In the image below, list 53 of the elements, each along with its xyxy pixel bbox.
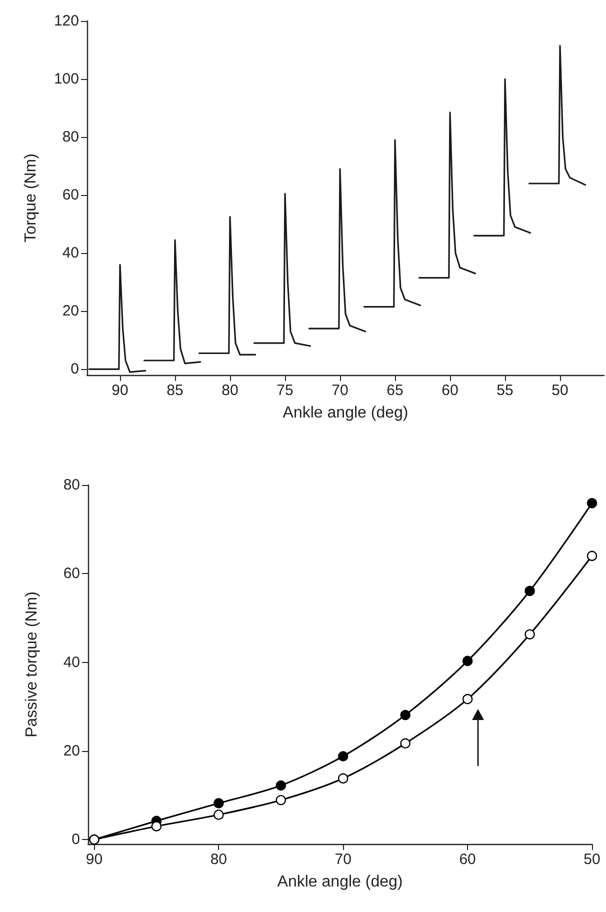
point [338, 751, 348, 762]
point [524, 586, 535, 596]
x-tick-label: 75 [276, 382, 294, 399]
x-tick-label: 60 [459, 851, 476, 868]
point [214, 810, 224, 820]
x-axis-title: Ankle angle (deg) [282, 404, 408, 422]
x-tick-label: 50 [584, 851, 600, 868]
x-tick-label: 70 [332, 382, 348, 399]
line-series [308, 168, 366, 332]
point [338, 773, 348, 784]
point [400, 738, 410, 748]
point [276, 795, 286, 806]
y-tick-label: 80 [62, 128, 79, 146]
x-tick-label: 70 [334, 851, 352, 868]
point [586, 498, 598, 508]
point [586, 550, 598, 562]
line-series [198, 216, 256, 356]
point [462, 694, 473, 704]
point [214, 798, 224, 808]
y-tick-label: 80 [63, 476, 80, 494]
y-axis-title: Passive torque (Nm) [24, 592, 40, 738]
y-tick-label: 0 [72, 831, 80, 848]
x-tick-label: 50 [552, 382, 568, 399]
point [462, 656, 473, 666]
x-tick-label: 90 [86, 851, 103, 868]
y-tick-label: 40 [63, 654, 80, 671]
y-tick-label: 40 [62, 244, 79, 262]
x-tick-label: 65 [386, 382, 404, 399]
x-axis-title: Ankle angle (deg) [277, 874, 403, 890]
x-tick-label: 55 [496, 382, 514, 399]
x-tick-label: 90 [112, 382, 128, 399]
y-tick-label: 100 [54, 70, 79, 88]
y-tick-label: 120 [54, 12, 79, 30]
y-tick-label: 60 [63, 565, 80, 582]
y-tick-label: 20 [63, 742, 80, 760]
point [276, 780, 286, 791]
line-series [418, 112, 476, 279]
y-axis-title: Torque (Nm) [22, 154, 40, 242]
y-tick-label: 60 [62, 186, 79, 204]
x-tick-label: 85 [166, 382, 184, 399]
y-tick-label: 0 [70, 360, 79, 378]
line-series [528, 44, 586, 186]
line-series [473, 78, 532, 237]
line-series [253, 192, 312, 347]
point [400, 710, 410, 720]
x-tick-label: 80 [210, 851, 228, 868]
point [524, 629, 535, 640]
line-series [363, 139, 422, 308]
x-tick-label: 80 [222, 382, 238, 399]
y-tick-label: 20 [62, 302, 79, 320]
line-series [143, 239, 202, 364]
point [151, 821, 162, 832]
x-tick-label: 60 [442, 382, 458, 399]
